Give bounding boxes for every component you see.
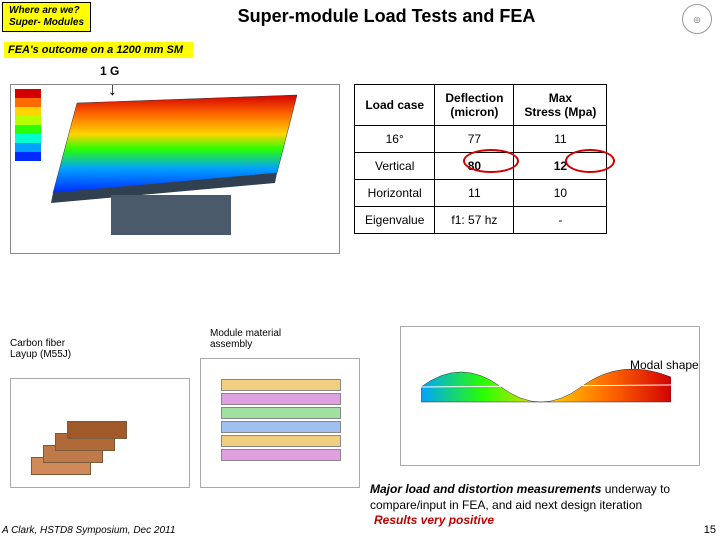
carbon-fiber-label: Carbon fiber Layup (M55J) bbox=[10, 338, 90, 360]
table-row: Horizontal1110 bbox=[355, 180, 607, 207]
one-g-label: 1 G bbox=[100, 64, 119, 78]
legend-band bbox=[15, 152, 41, 161]
table-row: 16°7711 bbox=[355, 126, 607, 153]
carbon-layup-figure bbox=[10, 378, 190, 488]
status-text: Major load and distortion measurements u… bbox=[370, 482, 690, 529]
fea-main-figure bbox=[10, 84, 340, 254]
status-line3: Results very positive bbox=[374, 513, 494, 527]
status-line1: Major load and distortion measurements bbox=[370, 482, 601, 496]
footer-attribution: A Clark, HSTD8 Symposium, Dec 2011 bbox=[2, 525, 175, 536]
results-table: Load caseDeflection(micron)MaxStress (Mp… bbox=[354, 84, 607, 234]
tag-line2: Super- Modules bbox=[9, 17, 84, 29]
material-layer bbox=[221, 435, 341, 447]
table-cell: 12 bbox=[514, 153, 607, 180]
table-cell: 80 bbox=[435, 153, 514, 180]
table-cell: Eigenvalue bbox=[355, 207, 435, 234]
legend-band bbox=[15, 98, 41, 107]
page-number: 15 bbox=[704, 524, 716, 536]
material-layer bbox=[221, 393, 341, 405]
modal-shape-figure bbox=[400, 326, 700, 466]
table-cell: Horizontal bbox=[355, 180, 435, 207]
fea-base bbox=[111, 195, 231, 235]
table-cell: 10 bbox=[514, 180, 607, 207]
seal-icon: ◎ bbox=[682, 4, 712, 34]
material-layer bbox=[221, 421, 341, 433]
table-row: Vertical8012 bbox=[355, 153, 607, 180]
material-layer bbox=[221, 407, 341, 419]
carbon-layer bbox=[67, 421, 127, 439]
legend-band bbox=[15, 107, 41, 116]
table-cell: 11 bbox=[514, 126, 607, 153]
legend-band bbox=[15, 89, 41, 98]
legend-band bbox=[15, 143, 41, 152]
table-row: Eigenvaluef1: 57 hz- bbox=[355, 207, 607, 234]
table-cell: 16° bbox=[355, 126, 435, 153]
tag-line1: Where are we? bbox=[9, 5, 84, 17]
table-cell: - bbox=[514, 207, 607, 234]
legend-band bbox=[15, 125, 41, 134]
subtitle: FEA's outcome on a 1200 mm SM bbox=[4, 42, 193, 58]
table-cell: 11 bbox=[435, 180, 514, 207]
modal-shape-label: Modal shape bbox=[630, 358, 699, 372]
material-layer bbox=[221, 449, 341, 461]
legend-band bbox=[15, 134, 41, 143]
table-cell: f1: 57 hz bbox=[435, 207, 514, 234]
table-header: MaxStress (Mpa) bbox=[514, 85, 607, 126]
table-cell: 77 bbox=[435, 126, 514, 153]
module-material-figure bbox=[200, 358, 360, 488]
table-header: Deflection(micron) bbox=[435, 85, 514, 126]
legend-band bbox=[15, 116, 41, 125]
table-cell: Vertical bbox=[355, 153, 435, 180]
material-layer bbox=[221, 379, 341, 391]
module-material-label: Module material assembly bbox=[210, 328, 300, 350]
page-title: Super-module Load Tests and FEA bbox=[91, 2, 682, 27]
modal-wave bbox=[421, 347, 671, 407]
context-tag: Where are we? Super- Modules bbox=[2, 2, 91, 32]
table-header: Load case bbox=[355, 85, 435, 126]
fea-color-legend bbox=[15, 89, 41, 179]
